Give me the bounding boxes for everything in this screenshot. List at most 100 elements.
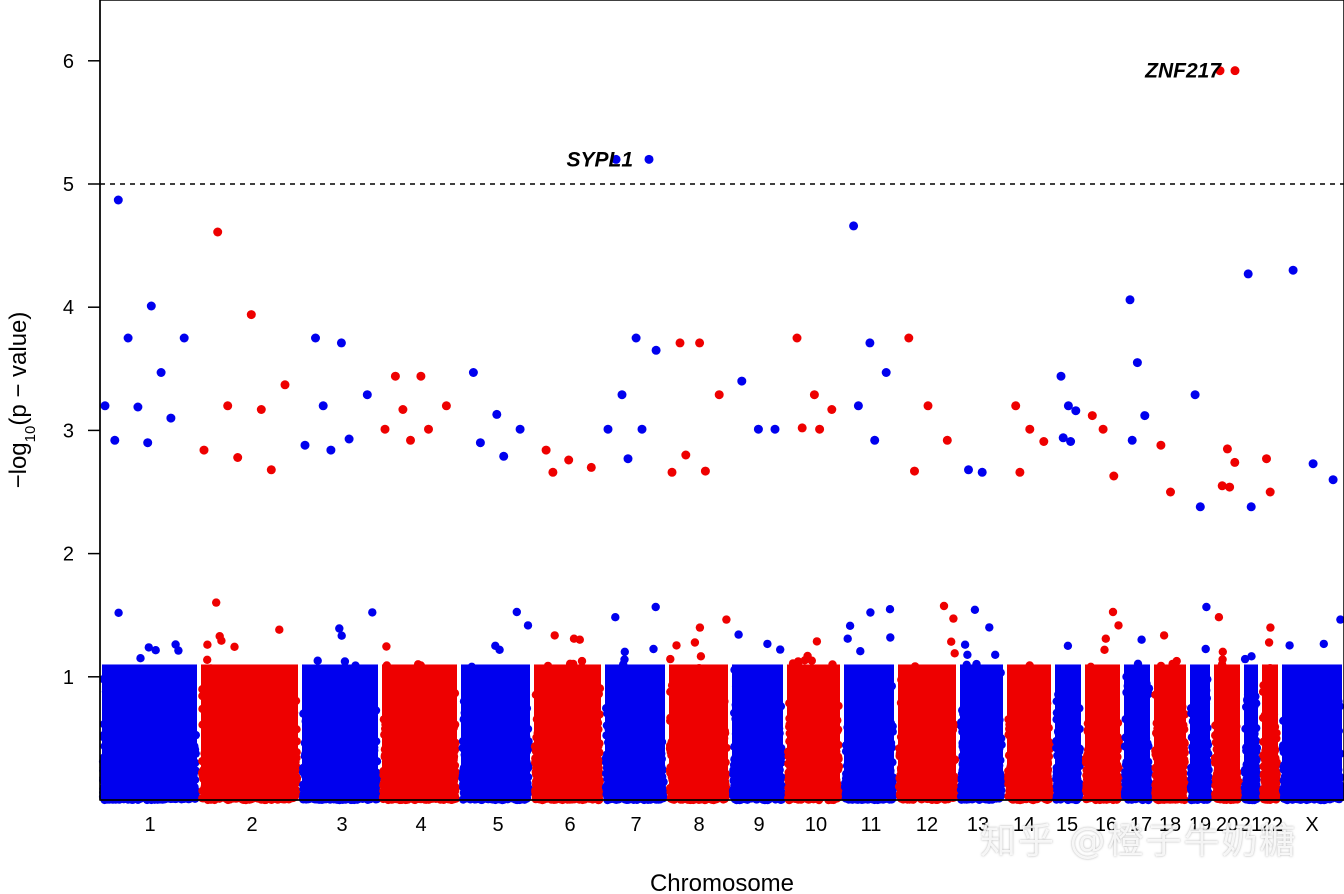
top-point-chr21 (1246, 502, 1256, 512)
top-point-chr14 (1039, 437, 1049, 446)
top-point-chr11 (881, 368, 891, 377)
top-point-chr20 (1217, 481, 1227, 491)
x-tick-label-chr10: 10 (805, 814, 827, 836)
top-point-chr14 (1011, 401, 1021, 411)
top-point-chr13 (977, 467, 987, 477)
watermark: 知乎 @橙子牛奶糖 (980, 821, 1298, 862)
x-tick-label-chrX: X (1305, 814, 1318, 836)
y-tick-label: 6 (63, 51, 74, 73)
top-point-chr15 (1058, 433, 1068, 443)
chromosome-4-points (378, 371, 461, 805)
top-point-chr15 (1056, 371, 1066, 381)
top-point-chr9 (737, 376, 747, 386)
x-tick-label-chr6: 6 (564, 814, 575, 836)
top-point-chr7 (603, 424, 613, 434)
top-point-chr8 (714, 390, 724, 400)
chromosome-9-points (728, 376, 787, 805)
top-point-chr1 (146, 301, 156, 311)
top-point-chr6 (564, 455, 574, 465)
top-point-chr15 (1066, 437, 1076, 446)
top-point-chr17 (1132, 358, 1142, 368)
top-point-chr3 (362, 390, 372, 400)
x-tick-label-chr7: 7 (630, 814, 641, 836)
top-point-chr2 (199, 445, 209, 455)
chromosome-14-points (1004, 401, 1055, 805)
top-point-chr10 (827, 405, 837, 414)
top-point-chr5 (468, 368, 478, 377)
top-point-chr16 (1098, 424, 1108, 434)
x-tick-label-chr14: 14 (1013, 814, 1035, 836)
top-point-chr12 (904, 333, 914, 343)
top-point-chr1 (179, 333, 189, 343)
top-point-chrX (1288, 265, 1298, 275)
top-point-chr7 (651, 345, 661, 355)
gene-label-sypl1: SYPL1 (566, 148, 633, 171)
top-point-chr12 (910, 466, 919, 476)
x-tick-label-chr1: 1 (144, 814, 155, 836)
top-point-chr22 (1265, 487, 1275, 497)
y-tick-label: 2 (63, 544, 74, 566)
x-axis-title: Chromosome (650, 870, 794, 894)
y-tick-label: 4 (63, 297, 74, 319)
chromosome-10-points (784, 333, 844, 805)
chromosome-18-points (1151, 440, 1190, 805)
top-point-chr1 (123, 333, 133, 343)
top-point-chr4 (406, 435, 415, 445)
top-point-chr5 (492, 409, 502, 419)
top-point-chr4 (424, 424, 433, 434)
top-point-chr15 (1071, 406, 1081, 416)
y-tick-label: 5 (63, 174, 74, 196)
top-point-chr7 (623, 454, 633, 464)
top-point-chr3 (336, 338, 346, 348)
chromosome-20-points (1210, 66, 1244, 805)
top-point-chrX (1308, 459, 1318, 469)
chromosome-7-points (601, 154, 668, 805)
x-tick-label-chr5: 5 (492, 814, 503, 836)
top-point-chr12 (923, 401, 933, 411)
top-point-chr20 (1230, 457, 1240, 467)
y-axis: 1 2 3 4 5 6 (63, 0, 101, 800)
top-point-chr7 (637, 424, 647, 434)
x-tick-label-chr19: 19 (1189, 814, 1211, 836)
chromosome-5-points (458, 368, 534, 805)
top-point-chr14 (1015, 467, 1025, 477)
top-point-chr6 (586, 462, 596, 472)
top-point-chr11 (853, 401, 863, 411)
chromosome-8-points (665, 338, 731, 805)
top-point-chr8 (695, 338, 705, 348)
top-point-chr2 (280, 380, 290, 390)
chromosome-1-points (98, 195, 200, 805)
top-point-chr7 (631, 333, 641, 343)
top-point-chr15 (1063, 401, 1073, 411)
top-point-chr4 (416, 371, 426, 381)
x-tick-label-chr12: 12 (916, 814, 938, 836)
y-tick-label: 3 (63, 420, 74, 442)
top-point-chr21 (1243, 269, 1253, 279)
chromosome-19-points (1186, 390, 1214, 805)
top-point-chr8 (675, 338, 685, 348)
annotated-point-sypl1 (644, 154, 654, 164)
top-point-chr1 (110, 435, 120, 445)
data-points (98, 66, 1344, 805)
top-point-chr17 (1125, 295, 1135, 305)
top-point-chr4 (390, 371, 400, 381)
x-tick-label-chr11: 11 (861, 814, 882, 836)
top-point-chr1 (166, 413, 176, 423)
top-point-chr2 (266, 465, 276, 475)
x-tick-label-chr2: 2 (246, 814, 257, 836)
chromosome-2-points (198, 227, 302, 805)
top-point-chr1 (133, 402, 143, 412)
chromosome-11-points (840, 221, 898, 805)
top-point-chr10 (792, 333, 802, 343)
gene-label-znf217: ZNF217 (1144, 60, 1222, 83)
top-point-chr3 (326, 445, 336, 455)
x-tick-label-chr3: 3 (336, 814, 347, 836)
top-point-chr7 (617, 390, 627, 400)
chromosome-17-points (1120, 295, 1154, 805)
gene-annotations: SYPL1 ZNF217 (566, 60, 1240, 171)
top-point-chr17 (1127, 435, 1137, 445)
top-point-chr3 (300, 440, 310, 450)
top-point-chr17 (1140, 411, 1150, 421)
top-point-chr5 (499, 451, 509, 461)
